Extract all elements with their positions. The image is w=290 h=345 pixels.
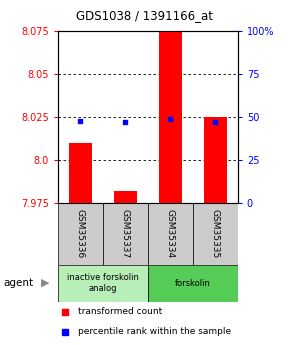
- Text: GDS1038 / 1391166_at: GDS1038 / 1391166_at: [77, 9, 213, 22]
- Bar: [204, 117, 226, 203]
- Text: ▶: ▶: [41, 278, 49, 288]
- Text: inactive forskolin
analog: inactive forskolin analog: [67, 274, 139, 293]
- Text: percentile rank within the sample: percentile rank within the sample: [78, 327, 231, 336]
- Bar: [148, 265, 238, 302]
- Text: GSM35336: GSM35336: [76, 209, 85, 258]
- Bar: [58, 203, 103, 265]
- Text: GSM35335: GSM35335: [211, 209, 220, 258]
- Bar: [58, 265, 148, 302]
- Text: GSM35334: GSM35334: [166, 209, 175, 258]
- Bar: [69, 143, 92, 203]
- Bar: [103, 203, 148, 265]
- Bar: [148, 203, 193, 265]
- Text: forskolin: forskolin: [175, 279, 211, 288]
- Text: GSM35337: GSM35337: [121, 209, 130, 258]
- Bar: [159, 0, 182, 203]
- Bar: [114, 191, 137, 203]
- Text: agent: agent: [3, 278, 33, 288]
- Bar: [193, 203, 238, 265]
- Text: transformed count: transformed count: [78, 307, 162, 316]
